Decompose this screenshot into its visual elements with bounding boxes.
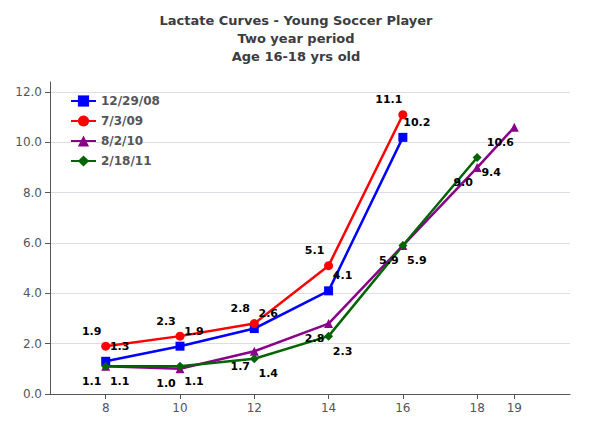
svg-text:12.0: 12.0 <box>15 85 42 99</box>
svg-text:2.0: 2.0 <box>23 337 42 351</box>
svg-text:2.3: 2.3 <box>156 315 176 328</box>
svg-text:2.3: 2.3 <box>333 345 353 358</box>
svg-text:12/29/08: 12/29/08 <box>101 94 160 108</box>
svg-text:4.0: 4.0 <box>23 286 42 300</box>
svg-text:5.9: 5.9 <box>379 254 399 267</box>
svg-text:14: 14 <box>321 401 336 415</box>
svg-text:1.7: 1.7 <box>231 360 251 373</box>
svg-text:8.0: 8.0 <box>23 186 42 200</box>
svg-text:7/3/09: 7/3/09 <box>101 114 143 128</box>
svg-text:5.9: 5.9 <box>407 254 427 267</box>
svg-text:2.8: 2.8 <box>231 302 251 315</box>
svg-text:9.0: 9.0 <box>453 176 473 189</box>
svg-text:0.0: 0.0 <box>23 387 42 401</box>
svg-text:9.4: 9.4 <box>481 166 501 179</box>
svg-text:2.6: 2.6 <box>259 307 279 320</box>
svg-text:18: 18 <box>470 401 485 415</box>
svg-text:12: 12 <box>247 401 262 415</box>
svg-text:5.1: 5.1 <box>305 244 325 257</box>
svg-text:16: 16 <box>395 401 410 415</box>
svg-text:19: 19 <box>507 401 522 415</box>
svg-text:10: 10 <box>172 401 187 415</box>
svg-text:1.1: 1.1 <box>110 375 129 388</box>
svg-text:6.0: 6.0 <box>23 236 42 250</box>
svg-text:Two year period: Two year period <box>237 31 354 46</box>
svg-text:1.1: 1.1 <box>184 375 204 388</box>
svg-text:2.8: 2.8 <box>305 332 325 345</box>
svg-text:10.6: 10.6 <box>487 136 514 149</box>
svg-text:Age 16-18 yrs old: Age 16-18 yrs old <box>232 49 361 64</box>
svg-text:8: 8 <box>102 401 110 415</box>
svg-text:10.0: 10.0 <box>15 135 42 149</box>
svg-text:11.1: 11.1 <box>375 93 402 106</box>
svg-text:Lactate Curves - Young Soccer: Lactate Curves - Young Soccer Player <box>160 13 434 28</box>
svg-text:1.1: 1.1 <box>82 375 102 388</box>
svg-text:2/18/11: 2/18/11 <box>101 154 152 168</box>
svg-text:1.9: 1.9 <box>184 325 204 338</box>
svg-text:1.4: 1.4 <box>259 367 279 380</box>
svg-text:1.3: 1.3 <box>110 340 129 353</box>
svg-text:1.0: 1.0 <box>156 377 176 390</box>
svg-text:10.2: 10.2 <box>403 116 430 129</box>
svg-text:1.9: 1.9 <box>82 325 102 338</box>
svg-text:8/2/10: 8/2/10 <box>101 134 143 148</box>
svg-text:4.1: 4.1 <box>333 269 353 282</box>
